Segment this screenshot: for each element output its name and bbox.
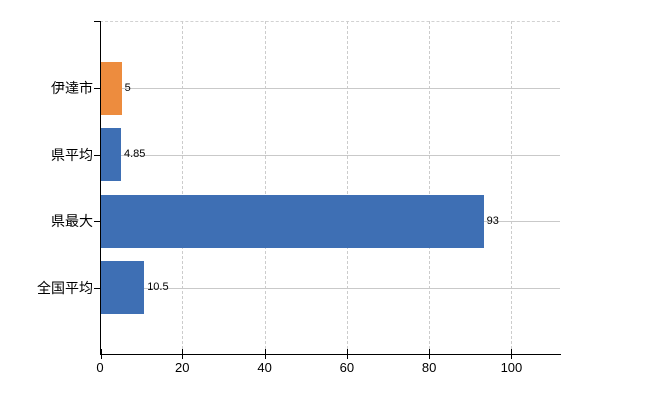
horizontal-gridline bbox=[100, 154, 560, 156]
bar-全国平均 bbox=[101, 261, 145, 315]
vertical-gridline bbox=[264, 21, 266, 354]
bar-value-label: 10.5 bbox=[147, 281, 169, 294]
x-axis-tick bbox=[182, 349, 184, 359]
bar-県平均 bbox=[101, 128, 121, 182]
horizontal-gridline bbox=[100, 88, 560, 90]
vertical-gridline bbox=[429, 21, 431, 354]
x-tick-label: 40 bbox=[257, 360, 272, 375]
y-axis-tick bbox=[94, 221, 100, 223]
vertical-gridline bbox=[182, 21, 184, 354]
vertical-gridline bbox=[511, 21, 513, 354]
horizontal-gridline bbox=[100, 287, 560, 289]
x-axis bbox=[100, 354, 561, 355]
y-axis-tick bbox=[94, 154, 100, 156]
bar-県最大 bbox=[101, 194, 484, 248]
x-tick-label: 20 bbox=[175, 360, 190, 375]
plot-top-border bbox=[100, 21, 560, 22]
x-axis-tick bbox=[346, 349, 348, 359]
y-axis bbox=[100, 21, 101, 354]
bar-伊達市 bbox=[101, 61, 122, 115]
y-axis-tick bbox=[94, 88, 100, 90]
x-axis-tick bbox=[101, 349, 102, 359]
category-label: 県平均 bbox=[51, 146, 93, 163]
x-tick-label: 60 bbox=[339, 360, 355, 375]
bar-value-label: 93 bbox=[486, 214, 499, 227]
vertical-gridline bbox=[346, 21, 348, 354]
category-label: 全国平均 bbox=[37, 279, 93, 296]
category-label: 県最大 bbox=[51, 213, 93, 230]
y-axis-top-tick bbox=[94, 21, 100, 22]
x-tick-label: 0 bbox=[96, 360, 104, 375]
y-axis-tick bbox=[94, 287, 100, 289]
category-label: 伊達市 bbox=[51, 80, 93, 97]
bar-value-label: 4.85 bbox=[123, 148, 146, 161]
bar-value-label: 5 bbox=[124, 81, 131, 94]
x-tick-label: 80 bbox=[421, 360, 437, 375]
x-axis-tick bbox=[264, 349, 266, 359]
x-axis-tick bbox=[429, 349, 431, 359]
x-axis-tick bbox=[511, 349, 513, 359]
x-tick-label: 100 bbox=[500, 360, 523, 375]
